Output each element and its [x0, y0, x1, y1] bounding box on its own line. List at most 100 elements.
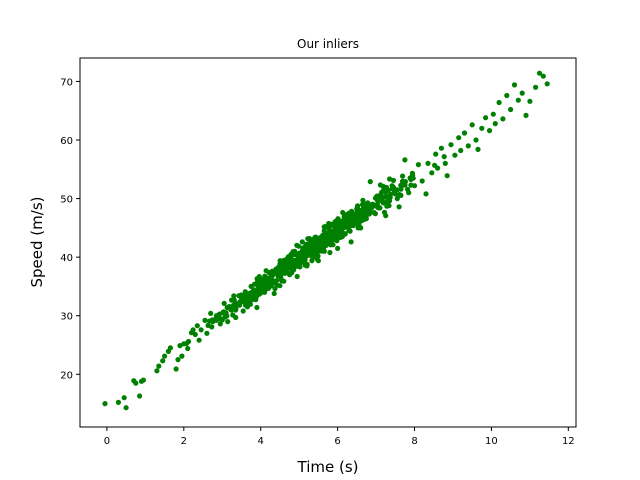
- x-tick-label: 0: [104, 436, 110, 447]
- data-point: [233, 305, 239, 311]
- y-tick-label: 30: [60, 312, 73, 323]
- data-point: [504, 92, 510, 99]
- data-point: [544, 81, 550, 87]
- data-point: [519, 90, 525, 96]
- data-point: [343, 221, 349, 227]
- data-point: [340, 232, 346, 238]
- data-point: [209, 324, 215, 330]
- plot-frame: [79, 57, 577, 428]
- data-point: [442, 160, 448, 166]
- data-point: [527, 98, 533, 104]
- data-point: [362, 210, 368, 216]
- data-point: [348, 239, 354, 245]
- data-point: [341, 213, 347, 220]
- data-point: [400, 173, 406, 179]
- data-point: [238, 292, 244, 298]
- data-point: [294, 242, 300, 248]
- data-point: [196, 337, 202, 343]
- data-point: [380, 199, 386, 205]
- data-point: [263, 268, 269, 274]
- data-point: [458, 147, 464, 154]
- data-point: [394, 187, 400, 193]
- data-point: [322, 224, 328, 230]
- data-point: [523, 112, 529, 118]
- data-point: [207, 318, 213, 324]
- data-point: [173, 366, 179, 372]
- chart-title: Our inliers: [297, 37, 359, 51]
- data-point: [231, 297, 237, 304]
- data-point: [281, 263, 287, 269]
- data-point: [275, 264, 281, 270]
- data-point: [290, 259, 296, 265]
- data-point: [405, 186, 411, 192]
- data-point: [334, 238, 340, 244]
- data-point: [224, 313, 230, 319]
- data-point: [204, 330, 210, 336]
- data-point: [154, 368, 160, 374]
- data-point: [492, 121, 498, 127]
- data-point: [190, 327, 196, 333]
- data-point: [322, 239, 328, 245]
- data-point: [294, 273, 300, 280]
- y-tick-label: 40: [60, 253, 73, 264]
- data-point: [419, 178, 425, 184]
- data-point: [375, 204, 381, 210]
- data-point: [366, 211, 372, 217]
- data-point: [387, 176, 393, 182]
- data-point: [456, 135, 462, 141]
- data-point: [256, 278, 262, 284]
- data-point: [429, 170, 435, 176]
- data-point: [433, 151, 439, 157]
- data-point: [511, 82, 518, 88]
- data-point: [278, 268, 284, 274]
- data-point: [400, 179, 406, 185]
- data-point: [438, 145, 444, 151]
- data-point: [469, 122, 475, 128]
- x-tick-label: 4: [258, 436, 264, 447]
- data-point: [185, 345, 191, 352]
- data-point: [285, 257, 291, 263]
- data-point: [281, 257, 287, 264]
- data-point: [496, 99, 502, 106]
- data-point: [500, 116, 506, 122]
- points-layer: [102, 70, 550, 411]
- data-point: [133, 380, 139, 386]
- data-point: [536, 70, 543, 76]
- data-point: [315, 241, 321, 247]
- x-axis-label: Time (s): [297, 458, 359, 476]
- data-point: [326, 229, 332, 236]
- data-point: [262, 287, 268, 293]
- data-point: [384, 203, 390, 209]
- data-point: [423, 191, 429, 197]
- data-point: [372, 211, 378, 217]
- x-tick-label: 12: [562, 436, 575, 447]
- x-axis: 0 2 4 6 8 10 12: [104, 427, 575, 447]
- data-point: [272, 278, 278, 284]
- data-point: [167, 345, 173, 351]
- x-tick-label: 10: [485, 436, 498, 447]
- data-point: [387, 194, 393, 200]
- data-point: [251, 293, 257, 299]
- data-point: [198, 327, 204, 333]
- data-point: [486, 128, 493, 134]
- data-point: [160, 358, 166, 364]
- data-point: [444, 173, 450, 179]
- data-point: [179, 353, 185, 359]
- x-tick-label: 8: [411, 436, 417, 447]
- data-point: [274, 270, 280, 276]
- data-point: [115, 399, 121, 405]
- data-point: [448, 142, 454, 148]
- data-point: [346, 213, 352, 219]
- data-point: [156, 363, 162, 369]
- data-point: [137, 393, 143, 399]
- data-point: [394, 196, 400, 202]
- data-point: [441, 154, 447, 160]
- data-point: [279, 278, 285, 284]
- data-point: [335, 245, 341, 251]
- data-point: [372, 195, 379, 201]
- data-point: [341, 225, 347, 231]
- data-point: [452, 152, 458, 158]
- data-point: [345, 225, 351, 231]
- data-point: [327, 241, 333, 247]
- data-point: [479, 125, 485, 131]
